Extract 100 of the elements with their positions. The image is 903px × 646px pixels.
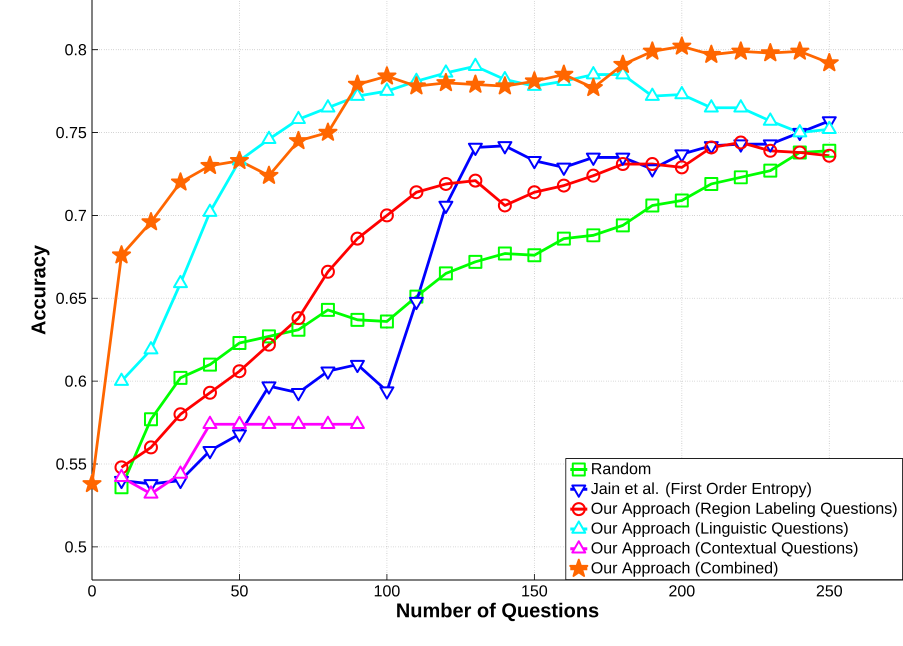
point [672, 36, 692, 55]
x-tick-label: 50 [231, 585, 248, 597]
point [350, 312, 364, 327]
point [438, 176, 453, 191]
point [320, 99, 336, 112]
point [702, 44, 721, 63]
legend-label: Our Approach (Region Labeling Questions) [592, 502, 897, 518]
point [644, 88, 660, 101]
legend-label: Our Approach (Contextual Questions) [592, 542, 858, 557]
point [320, 302, 335, 317]
point [348, 74, 367, 93]
point [642, 41, 662, 60]
point [616, 218, 630, 232]
x-tick-label: 200 [669, 585, 695, 597]
point [674, 194, 689, 208]
point [200, 156, 220, 174]
point [379, 386, 394, 400]
point [232, 336, 246, 350]
point [406, 76, 426, 94]
point [762, 112, 778, 126]
point [350, 88, 365, 101]
point [468, 174, 482, 188]
point [144, 440, 158, 454]
point [734, 170, 748, 184]
point [704, 176, 718, 191]
point [498, 246, 512, 261]
y-tick-label: 0.6 [65, 375, 86, 387]
x-tick-label: 250 [816, 585, 842, 597]
x-tick-label: 0 [88, 585, 96, 597]
point [141, 212, 161, 230]
point [262, 329, 276, 344]
point [114, 460, 128, 474]
point [645, 198, 660, 212]
point [468, 58, 483, 72]
point [556, 178, 571, 193]
point [733, 99, 748, 112]
point [527, 185, 542, 200]
point [556, 232, 571, 246]
point [409, 290, 424, 304]
point [790, 41, 810, 60]
point [674, 86, 690, 100]
point [792, 124, 808, 138]
point [262, 338, 276, 352]
point [613, 54, 632, 73]
point [527, 248, 542, 262]
point [112, 245, 132, 264]
point [380, 208, 394, 222]
point [202, 386, 217, 400]
point [144, 412, 158, 426]
point [468, 254, 482, 269]
legend-label: Random [592, 462, 650, 474]
point [438, 266, 453, 280]
point [822, 148, 836, 163]
point [645, 157, 660, 172]
point [586, 228, 600, 242]
point [586, 66, 601, 80]
point [763, 144, 778, 158]
point [674, 160, 689, 174]
point [380, 314, 394, 328]
point [320, 366, 336, 380]
y-tick-label: 0.75 [56, 126, 86, 138]
point [320, 264, 335, 279]
point [290, 110, 306, 124]
point [379, 82, 394, 96]
point [616, 157, 630, 172]
y-tick-label: 0.65 [56, 292, 86, 304]
point [288, 130, 308, 150]
point [173, 370, 188, 385]
y-tick-label: 0.7 [65, 210, 86, 222]
point [232, 364, 246, 378]
point [822, 144, 836, 158]
point [377, 66, 396, 85]
point [202, 204, 218, 217]
point [498, 198, 512, 212]
point [202, 446, 218, 460]
point [259, 166, 279, 184]
point [290, 388, 306, 402]
point [466, 74, 485, 93]
y-tick-label: 0.8 [65, 44, 86, 56]
point [731, 41, 750, 60]
legend-label: Jain et al. (First Order Entropy) [591, 482, 811, 498]
point [409, 185, 424, 200]
x-axis-title: Number of Questions [397, 602, 598, 622]
point [291, 311, 306, 326]
point [173, 407, 188, 422]
y-tick-label: 0.5 [65, 541, 86, 553]
point [436, 72, 456, 92]
point [291, 322, 306, 337]
point [704, 99, 719, 112]
x-tick-label: 100 [374, 585, 400, 597]
point [524, 71, 544, 90]
point [350, 232, 364, 246]
legend-label: Our Approach (Combined) [592, 562, 778, 577]
y-axis-title: Accuracy [32, 245, 50, 335]
point [763, 164, 778, 178]
point [820, 52, 839, 72]
point [586, 168, 600, 183]
point [230, 150, 250, 170]
point [232, 429, 247, 443]
point [261, 130, 276, 144]
